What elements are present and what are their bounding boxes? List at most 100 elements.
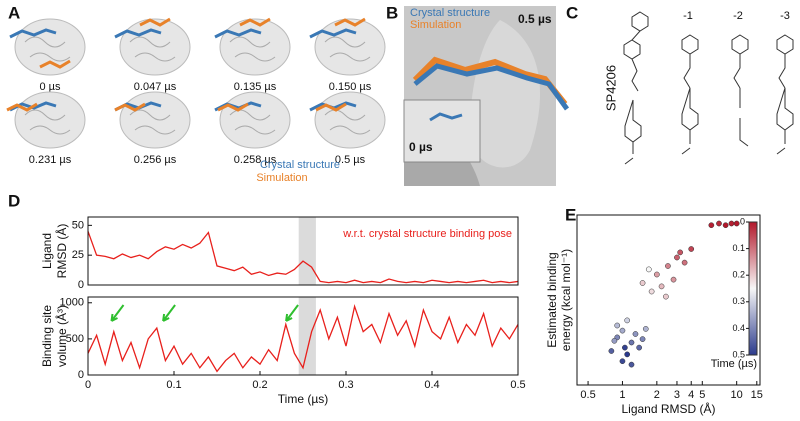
panel-label: A [8,3,20,22]
panel-label: C [566,3,578,22]
x-tick-label: 0.5 [510,379,525,391]
point [614,322,621,329]
x-tick-label: 0.5 [580,389,595,401]
compound-label: -3 [780,10,790,22]
point [708,222,715,229]
point [688,246,695,252]
protein [119,18,191,76]
panel-label: D [8,191,20,210]
y-tick-label: 50 [72,219,84,231]
x-tick-label: 15 [751,389,763,401]
time-label: 0.256 µs [134,154,177,166]
point [636,344,642,351]
y-axis-label: Estimated binding [545,252,559,347]
point [608,348,615,354]
series-line [87,303,519,373]
x-tick-label: 3 [674,389,680,401]
protein-snapshots: 0 µs 0.047 µs 0.135 µs 0.150 µs 0.231 µs 0.25… [6,17,386,166]
ligand-sim [315,102,347,112]
colorbar [748,221,758,356]
x-tick-label: 0 [85,379,91,391]
time-label: 0.5 µs [518,12,552,26]
helix [229,36,276,62]
y-axis-label: energy (kcal mol⁻¹) [559,249,573,351]
point [677,249,684,256]
legend-simulation: Simulation [256,172,307,184]
y-tick-label: 500 [66,333,84,345]
time-label: 0.5 µs [335,154,366,166]
y-axis-label: RMSD (Å) [54,224,69,279]
point [645,266,652,273]
helix [229,109,276,135]
legend-crystal: Crystal structure [260,159,340,171]
protein [14,91,86,149]
arrow [162,304,176,322]
ligand-sim [114,102,146,112]
protein [119,91,191,149]
shaded-region [298,217,316,285]
time-label: 0.231 µs [29,154,72,166]
legend-crystal: Crystal structure [410,7,490,19]
point [639,280,646,286]
plot-frame [87,216,519,286]
y-axis-label: volume (Å³) [54,305,69,367]
compound-label: SP4206 [603,65,618,111]
x-tick-label: 10 [731,389,743,401]
colorbar-tick-label: 0.3 [732,296,745,306]
surface-image [403,6,570,186]
point [665,263,671,269]
colorbar-tick-label: 0.1 [732,243,745,253]
point [628,361,635,368]
point [658,283,665,290]
point [674,254,680,261]
point [733,220,740,227]
protein [14,18,86,76]
point [611,337,618,344]
helix [324,109,371,135]
y-tick-label: 25 [72,249,84,261]
point [648,288,655,295]
helix [129,36,176,62]
point [624,317,631,324]
ligand-sim [217,102,249,112]
protein [314,91,386,149]
colorbar-tick-label: 0.5 [732,349,745,359]
ligand-sim [39,59,71,69]
point [716,220,722,227]
x-tick-label: 5 [699,389,705,401]
point [670,276,677,283]
panel-label: B [386,3,398,22]
compound-label: -2 [733,10,743,22]
colorbar-tick-label: 0.2 [732,270,745,280]
legend-simulation: Simulation [410,19,461,31]
point [642,326,649,332]
point [619,327,626,334]
x-tick-label: 0.2 [252,379,267,391]
ligand-crystal [114,28,162,39]
plot-frame [576,214,761,386]
x-axis-label: Ligand RMSD (Å) [621,401,715,416]
chemical-structures [623,11,794,165]
protein [219,91,291,149]
helix [324,36,371,62]
point [622,344,628,351]
y-axis-label: Binding site [40,305,54,367]
time-label: 0.150 µs [329,81,372,93]
time-label: 0.258 µs [234,154,277,166]
ligand-sim [239,17,271,27]
panel-label: E [565,205,576,224]
arrow [110,304,125,322]
point [681,259,688,266]
point [624,351,631,358]
point [632,331,639,337]
ligand-crystal [309,28,357,39]
annotation: w.r.t. crystal structure binding pose [342,228,512,240]
shaded-region [298,297,316,375]
x-tick-label: 1 [619,389,625,401]
point [663,293,669,300]
colorbar-tick-label: 0 [740,216,745,226]
y-tick-label: 0 [78,369,84,381]
point [628,339,635,346]
point [639,336,646,342]
